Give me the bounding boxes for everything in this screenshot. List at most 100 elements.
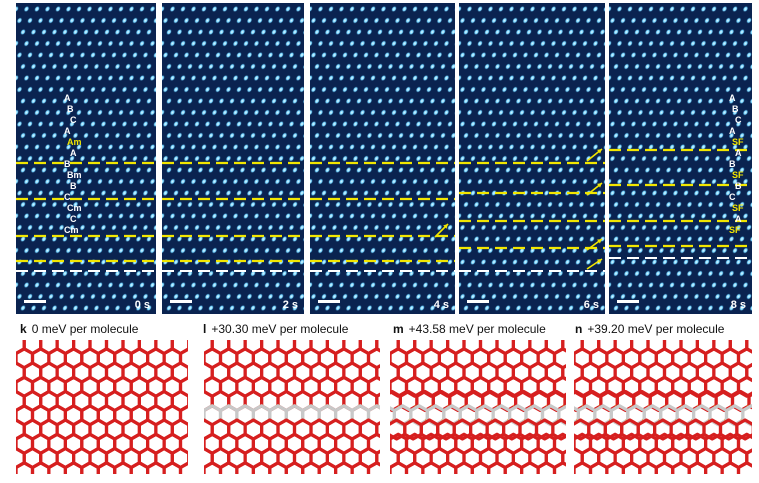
lattice-spot [526,28,532,36]
lattice-spot [250,304,256,312]
lattice-spot [494,235,501,243]
lattice-spot [426,17,432,24]
lattice-spot [37,17,44,24]
lattice-spot [679,247,686,254]
lattice-spot [41,201,47,208]
lattice-spot [568,304,574,312]
lattice-spot [637,40,644,47]
lattice-spot [16,40,19,47]
lattice-spot [408,235,415,243]
lattice-spot [76,5,82,13]
lattice-spot [398,132,404,139]
lattice-spot [391,281,397,289]
lattice-spot [533,155,539,162]
lattice-spot [23,247,30,254]
lattice-spot [176,201,183,208]
lattice-spot [250,235,256,243]
lattice-spot [634,201,640,208]
lattice-spot [470,224,476,231]
lattice-spot [142,293,149,300]
sim-caption-n: n +39.20 meV per molecule [575,322,724,336]
lattice-spot [672,120,679,128]
lattice-spot [662,189,668,197]
lattice-spot [459,40,462,47]
lattice-spot [732,5,738,13]
lattice-image [609,3,752,314]
lattice-spot [408,304,415,312]
lattice-spot [630,293,637,300]
lattice-spot [274,143,281,151]
lattice-spot [100,189,107,197]
lattice-spot [373,189,380,197]
lattice-spot [239,132,246,139]
lattice-spot [564,293,571,300]
lattice-spot [651,189,658,197]
lattice-spot [494,166,501,174]
lattice-spot [746,86,752,93]
lattice-spot [391,5,397,13]
lattice-spot [662,86,668,93]
water-ring [520,461,540,474]
lattice-spot [310,120,317,128]
lattice-spot [651,293,658,300]
lattice-spot [473,235,480,243]
lattice-spot [97,74,103,82]
lattice-spot [627,5,633,13]
lattice-spot [394,155,401,162]
lattice-spot [146,235,152,243]
lattice-spot [30,304,37,312]
lattice-spot [620,224,626,231]
lattice-spot [380,5,387,13]
lattice-spot [285,143,291,151]
lattice-spot [321,51,327,59]
lattice-spot [466,40,473,47]
lattice-spot [721,74,728,82]
water-ring [268,461,288,474]
lattice-spot [484,97,490,105]
lattice-spot [162,178,165,185]
lattice-spot [450,28,455,36]
lattice-spot [693,51,700,59]
lattice-spot [310,178,313,185]
water-ring [178,375,188,398]
lattice-spot [225,155,232,162]
lattice-spot [443,178,450,185]
lattice-spot [260,97,267,105]
lattice-spot [391,212,397,220]
lattice-spot [16,109,19,116]
lattice-spot [693,155,700,162]
lattice-spot [697,201,703,208]
lattice-spot [422,40,429,47]
lattice-spot [338,143,345,151]
lattice-spot [641,120,647,128]
lattice-spot [676,304,682,312]
lattice-spot [373,17,380,24]
arrow-icon [586,258,603,270]
lattice-spot [550,40,557,47]
lattice-spot [65,5,72,13]
lattice-spot [704,86,710,93]
lattice-spot [644,97,651,105]
lattice-spot [426,224,432,231]
water-ring [16,461,35,474]
lattice-spot [37,120,44,128]
lattice-spot [48,224,54,231]
lattice-spot [41,132,47,139]
lattice-spot [349,281,355,289]
lattice-spot [711,143,717,151]
lattice-spot [349,5,355,13]
lattice-spot [23,212,30,220]
lattice-spot [582,281,588,289]
lattice-spot [557,97,564,105]
lattice-spot [718,270,724,277]
lattice-spot [132,51,138,59]
energy-label: +30.30 meV per molecule [211,322,349,336]
lattice-spot [345,63,352,70]
lattice-spot [672,155,679,162]
lattice-spot [58,224,65,231]
lattice-spot [704,258,710,266]
scale-bar [467,300,489,303]
panel-letter: n [575,322,583,336]
lattice-spot [197,166,204,174]
lattice-spot [550,212,557,220]
